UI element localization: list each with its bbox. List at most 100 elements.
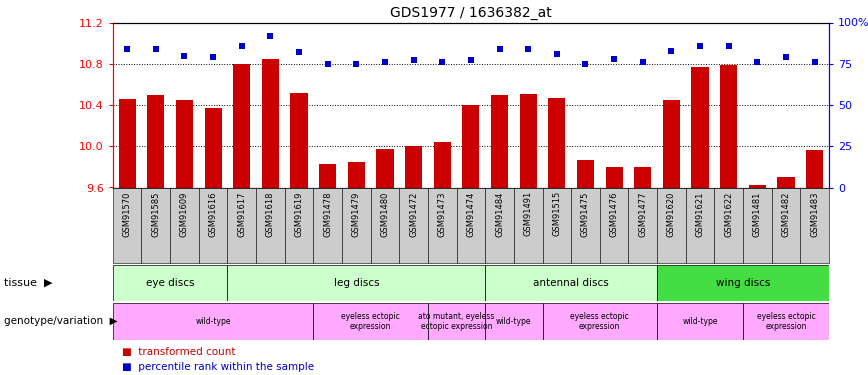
- Bar: [377, 149, 393, 188]
- Text: eyeless ectopic
expression: eyeless ectopic expression: [570, 312, 629, 331]
- Text: GSM91472: GSM91472: [409, 191, 418, 237]
- Text: GSM91482: GSM91482: [781, 191, 791, 237]
- FancyBboxPatch shape: [285, 188, 313, 262]
- Point: [721, 43, 735, 49]
- Text: GSM91483: GSM91483: [810, 191, 819, 237]
- Point: [664, 48, 678, 54]
- Text: genotype/variation  ▶: genotype/variation ▶: [4, 316, 118, 326]
- Bar: [233, 64, 250, 188]
- Bar: [463, 105, 479, 188]
- FancyBboxPatch shape: [485, 188, 514, 262]
- Text: antennal discs: antennal discs: [533, 278, 609, 288]
- FancyBboxPatch shape: [485, 303, 542, 340]
- Bar: [348, 162, 365, 188]
- FancyBboxPatch shape: [542, 188, 571, 262]
- Bar: [405, 146, 422, 188]
- Text: GSM91479: GSM91479: [352, 191, 361, 237]
- Point: [177, 53, 191, 58]
- Text: GSM91617: GSM91617: [237, 191, 247, 237]
- FancyBboxPatch shape: [485, 265, 657, 301]
- Point: [435, 59, 449, 65]
- Text: ■  percentile rank within the sample: ■ percentile rank within the sample: [122, 363, 313, 372]
- Point: [207, 54, 220, 60]
- Point: [807, 59, 821, 65]
- Point: [320, 61, 334, 67]
- Text: ■  transformed count: ■ transformed count: [122, 348, 235, 357]
- Text: GSM91491: GSM91491: [523, 191, 533, 237]
- Point: [578, 61, 592, 67]
- FancyBboxPatch shape: [800, 188, 829, 262]
- Point: [693, 43, 707, 49]
- Title: GDS1977 / 1636382_at: GDS1977 / 1636382_at: [390, 6, 552, 20]
- FancyBboxPatch shape: [113, 265, 227, 301]
- FancyBboxPatch shape: [743, 303, 829, 340]
- Point: [549, 51, 563, 57]
- Bar: [520, 94, 536, 188]
- Bar: [319, 164, 336, 188]
- Text: leg discs: leg discs: [333, 278, 379, 288]
- FancyBboxPatch shape: [457, 188, 485, 262]
- Text: GSM91477: GSM91477: [638, 191, 648, 237]
- Point: [492, 46, 506, 52]
- Point: [750, 59, 764, 65]
- FancyBboxPatch shape: [399, 188, 428, 262]
- Point: [521, 46, 535, 52]
- Point: [635, 59, 649, 65]
- Text: GSM91481: GSM91481: [753, 191, 762, 237]
- Text: wing discs: wing discs: [716, 278, 770, 288]
- Text: eye discs: eye discs: [146, 278, 194, 288]
- Text: GSM91570: GSM91570: [122, 191, 132, 237]
- Text: GSM91476: GSM91476: [609, 191, 619, 237]
- FancyBboxPatch shape: [743, 188, 772, 262]
- Bar: [434, 142, 450, 188]
- Text: GSM91616: GSM91616: [208, 191, 218, 237]
- Bar: [262, 58, 279, 188]
- FancyBboxPatch shape: [657, 303, 743, 340]
- Text: GSM91618: GSM91618: [266, 191, 275, 237]
- FancyBboxPatch shape: [371, 188, 399, 262]
- Bar: [720, 65, 737, 188]
- Text: wild-type: wild-type: [195, 317, 231, 326]
- Point: [149, 46, 163, 52]
- Bar: [176, 100, 193, 188]
- Text: GSM91515: GSM91515: [552, 191, 562, 237]
- FancyBboxPatch shape: [714, 188, 743, 262]
- Text: GSM91474: GSM91474: [466, 191, 476, 237]
- FancyBboxPatch shape: [514, 188, 542, 262]
- Bar: [692, 67, 708, 188]
- Point: [234, 43, 248, 49]
- Point: [464, 57, 477, 63]
- Text: GSM91480: GSM91480: [380, 191, 390, 237]
- Bar: [205, 108, 221, 188]
- FancyBboxPatch shape: [772, 188, 800, 262]
- FancyBboxPatch shape: [542, 303, 657, 340]
- FancyBboxPatch shape: [428, 303, 485, 340]
- Bar: [491, 94, 508, 188]
- Point: [406, 57, 420, 63]
- FancyBboxPatch shape: [428, 188, 457, 262]
- FancyBboxPatch shape: [256, 188, 285, 262]
- FancyBboxPatch shape: [227, 265, 485, 301]
- Text: GSM91622: GSM91622: [724, 191, 733, 237]
- FancyBboxPatch shape: [313, 303, 428, 340]
- Text: GSM91619: GSM91619: [294, 191, 304, 237]
- Text: wild-type: wild-type: [496, 317, 531, 326]
- Text: GSM91475: GSM91475: [581, 191, 590, 237]
- Text: GSM91621: GSM91621: [695, 191, 705, 237]
- FancyBboxPatch shape: [342, 188, 371, 262]
- Text: tissue  ▶: tissue ▶: [4, 278, 53, 288]
- Bar: [549, 98, 565, 188]
- Text: GSM91473: GSM91473: [437, 191, 447, 237]
- Point: [779, 54, 792, 60]
- Text: eyeless ectopic
expression: eyeless ectopic expression: [757, 312, 815, 331]
- Bar: [119, 99, 135, 188]
- Text: GSM91585: GSM91585: [151, 191, 161, 237]
- FancyBboxPatch shape: [141, 188, 170, 262]
- Point: [292, 49, 306, 55]
- Point: [120, 46, 135, 52]
- Bar: [291, 93, 307, 188]
- FancyBboxPatch shape: [227, 188, 256, 262]
- Text: GSM91620: GSM91620: [667, 191, 676, 237]
- Bar: [663, 100, 680, 188]
- Bar: [635, 167, 651, 188]
